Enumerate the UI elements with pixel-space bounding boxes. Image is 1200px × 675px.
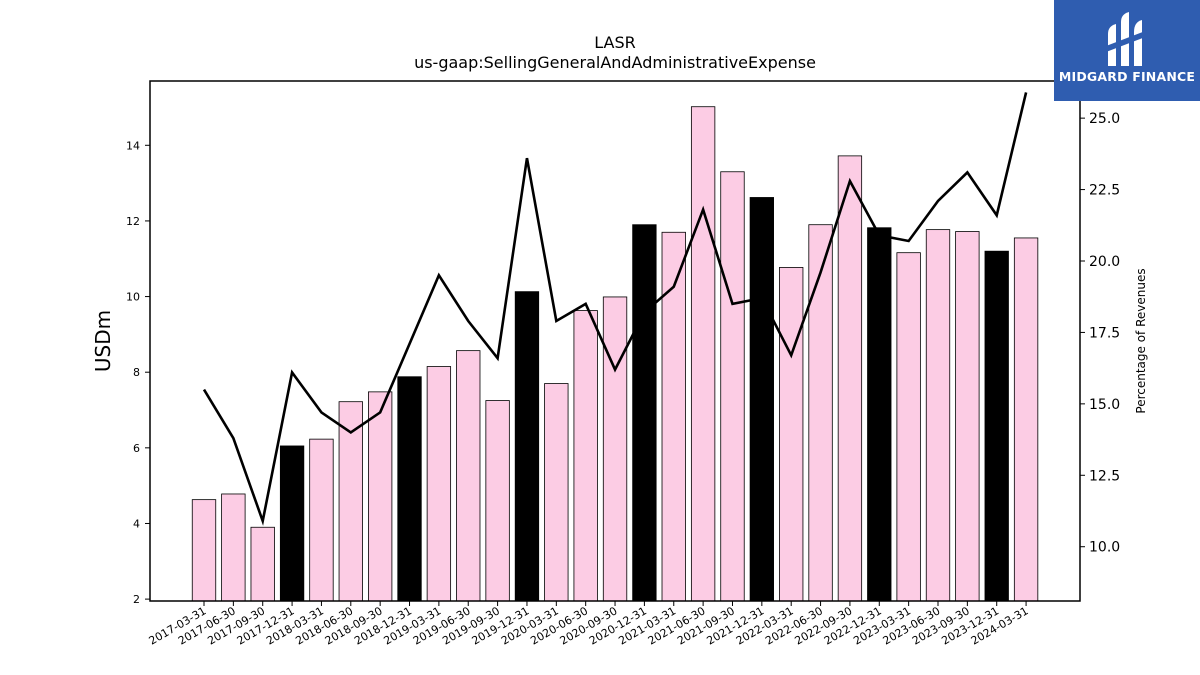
bar-series bbox=[191, 106, 1039, 602]
percentage-line bbox=[202, 92, 1028, 526]
x-axis: 2017-03-312017-06-302017-09-302017-12-31… bbox=[147, 601, 1031, 648]
bar-2018-09-30 bbox=[368, 391, 393, 602]
bar-2022-12-31 bbox=[867, 227, 892, 602]
bar-2017-06-30 bbox=[221, 493, 246, 602]
bar-2023-09-30 bbox=[955, 231, 980, 602]
bar-2018-12-31 bbox=[397, 376, 422, 602]
brand-logo: MIDGARD FINANCE bbox=[1054, 0, 1200, 101]
y-tick-label: 12 bbox=[126, 215, 140, 228]
bar-2020-06-30 bbox=[573, 310, 598, 602]
bar-2017-09-30 bbox=[250, 526, 275, 602]
y-axis-left: 2 4 6 8 10 12 14 bbox=[126, 139, 150, 606]
bar-2020-09-30 bbox=[602, 296, 628, 602]
bar-2018-03-31 bbox=[309, 438, 334, 602]
bar-2023-06-30 bbox=[925, 229, 951, 602]
y2-tick-label: 15.0 bbox=[1089, 397, 1120, 413]
y-tick-label: 10 bbox=[126, 291, 140, 304]
y2-axis-label: Percentage of Revenues bbox=[1134, 268, 1148, 413]
y-tick-label: 4 bbox=[133, 517, 140, 530]
chart-subtitle: us-gaap:SellingGeneralAndAdministrativeE… bbox=[414, 53, 816, 72]
y-tick-label: 8 bbox=[133, 366, 140, 379]
bar-2022-03-31 bbox=[779, 267, 804, 602]
bar-2023-12-31 bbox=[984, 250, 1009, 602]
bar-2022-06-30 bbox=[808, 224, 833, 602]
y2-tick-label: 10.0 bbox=[1089, 540, 1120, 556]
y2-tick-label: 20.0 bbox=[1089, 254, 1120, 270]
bar-2020-03-31 bbox=[544, 383, 569, 602]
y-tick-label: 6 bbox=[133, 442, 140, 455]
brand-name: MIDGARD FINANCE bbox=[1058, 69, 1196, 84]
y-tick-label: 2 bbox=[133, 593, 140, 606]
bar-2023-03-31 bbox=[896, 252, 921, 602]
midgard-logo-icon bbox=[1106, 12, 1148, 66]
bar-2021-12-31 bbox=[749, 197, 774, 602]
bar-2019-03-31 bbox=[426, 366, 452, 602]
bar-2021-06-30 bbox=[690, 106, 716, 602]
bar-2024-03-31 bbox=[1013, 237, 1039, 602]
y2-tick-label: 25.0 bbox=[1089, 111, 1120, 127]
bar-2017-12-31 bbox=[279, 445, 305, 602]
bar-2020-12-31 bbox=[632, 224, 657, 602]
y2-tick-label: 17.5 bbox=[1089, 325, 1120, 341]
bar-2019-09-30 bbox=[485, 400, 510, 602]
chart-title: LASR bbox=[594, 33, 636, 52]
bar-2019-12-31 bbox=[514, 291, 540, 602]
y2-tick-label: 22.5 bbox=[1089, 183, 1120, 199]
bar-2022-09-30 bbox=[837, 155, 863, 602]
bar-2021-09-30 bbox=[720, 171, 745, 602]
y-tick-label: 14 bbox=[126, 139, 140, 152]
percentage-line-series bbox=[202, 92, 1028, 526]
y2-tick-label: 12.5 bbox=[1089, 468, 1120, 484]
y-axis-right: 10.0 12.5 15.0 17.5 20.0 22.5 25.0 bbox=[1080, 111, 1120, 556]
bar-2019-06-30 bbox=[456, 350, 481, 602]
bar-2017-03-31 bbox=[191, 499, 217, 602]
y-axis-label: USDm bbox=[91, 310, 115, 372]
